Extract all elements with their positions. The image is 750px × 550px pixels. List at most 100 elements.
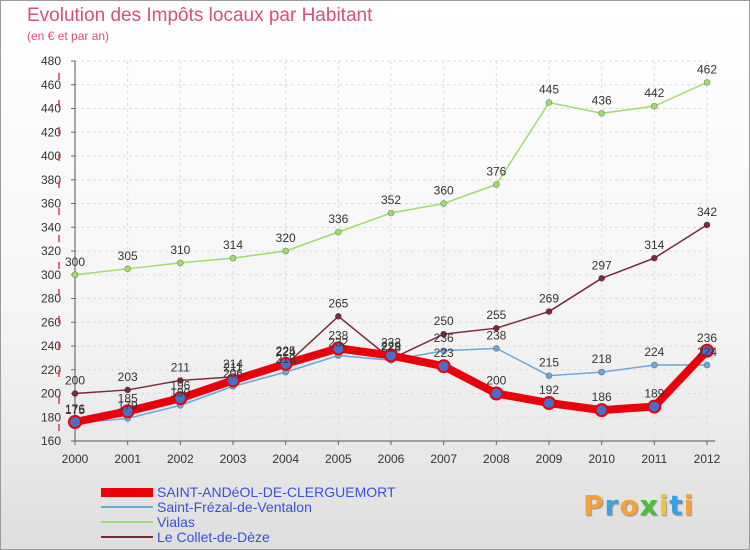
data-label: 255	[486, 308, 506, 322]
y-tick-label: 360	[41, 197, 61, 211]
data-label: 192	[539, 383, 559, 397]
data-label: 186	[592, 390, 612, 404]
data-label: 314	[644, 238, 664, 252]
series-point	[173, 391, 188, 406]
data-label: 376	[486, 165, 506, 179]
y-tick-label: 480	[41, 54, 61, 68]
series-point	[71, 390, 79, 397]
series-point	[68, 415, 82, 429]
data-label: 223	[434, 346, 454, 360]
brand-letter: o	[619, 489, 640, 522]
data-label: 200	[65, 374, 85, 388]
x-tick-label: 2010	[588, 452, 615, 466]
data-label: 269	[539, 292, 559, 306]
y-tick-label: 340	[41, 220, 61, 234]
series-point	[124, 265, 131, 273]
x-tick-label: 2001	[114, 452, 141, 466]
series-point	[651, 361, 658, 369]
data-label: 336	[328, 212, 348, 226]
series-point	[387, 209, 395, 217]
data-label: 229	[381, 339, 401, 353]
data-label: 310	[170, 243, 190, 257]
series-point	[594, 403, 609, 418]
series-point	[177, 377, 184, 384]
series-point	[598, 109, 605, 117]
series-group	[68, 79, 714, 429]
y-tick-label: 380	[41, 173, 61, 187]
data-label: 214	[223, 357, 243, 371]
series-point	[598, 368, 605, 376]
data-labels: 300 305 310 314 320 336 352 360 376 445 436 442 462 2…	[65, 62, 717, 417]
data-label: 436	[592, 93, 612, 107]
series-point	[335, 313, 342, 320]
y-tick-label: 420	[41, 125, 61, 139]
x-tick-label: 2007	[430, 452, 457, 466]
y-tick-label: 300	[41, 268, 61, 282]
data-label: 305	[118, 249, 138, 263]
brand-letter: P	[583, 489, 605, 522]
legend-swatch	[101, 506, 153, 508]
axes: 160 180 200 220 240 260 280 300 320 340 360 380 400 4…	[41, 54, 721, 466]
y-tick-label: 180	[41, 410, 61, 424]
data-label: 265	[328, 296, 348, 310]
brand-letter: t	[669, 489, 684, 522]
series-point	[493, 324, 500, 332]
series-point	[120, 404, 135, 419]
series-point	[703, 79, 711, 86]
data-label: 218	[276, 352, 296, 366]
brand-letter: i	[658, 489, 670, 522]
series-point	[489, 386, 504, 401]
x-tick-label: 2002	[167, 452, 194, 466]
data-label: 320	[276, 231, 296, 245]
x-tick-label: 2012	[694, 452, 721, 466]
data-label: 200	[486, 374, 506, 388]
x-tick-label: 2004	[272, 452, 299, 466]
series-point	[598, 275, 605, 282]
series-point	[493, 181, 500, 188]
y-tick-label: 280	[41, 292, 61, 306]
series-point	[229, 254, 237, 262]
series-point	[226, 373, 240, 388]
series-point	[700, 343, 714, 358]
series-point	[177, 259, 184, 267]
series-point	[493, 345, 500, 352]
data-label: 360	[434, 184, 454, 198]
data-label: 224	[644, 345, 664, 359]
legend-swatch	[101, 487, 153, 497]
series-point	[651, 254, 658, 262]
series-point	[545, 308, 553, 315]
data-label: 176	[65, 402, 85, 416]
x-tick-label: 2009	[536, 452, 563, 466]
data-label: 342	[697, 205, 717, 219]
data-label: 442	[644, 86, 664, 100]
series-point	[335, 228, 342, 236]
x-tick-label: 2000	[62, 452, 89, 466]
series-point	[542, 396, 556, 410]
series-point	[384, 348, 398, 363]
series-point	[545, 99, 553, 106]
legend-label: Vialas	[157, 514, 195, 530]
data-label: 314	[223, 238, 243, 252]
y-tick-label: 440	[41, 102, 61, 116]
series-point	[282, 247, 289, 255]
data-label: 236	[434, 331, 454, 345]
data-label: 175	[65, 403, 85, 417]
legend-swatch	[101, 536, 153, 538]
data-label: 215	[539, 356, 559, 370]
series-point	[545, 372, 553, 379]
x-tick-label: 2003	[220, 452, 247, 466]
data-label: 462	[697, 62, 717, 76]
legend-label: Le Collet-de-Dèze	[157, 529, 270, 545]
y-tick-label: 460	[41, 78, 61, 92]
data-label: 232	[381, 336, 401, 350]
chart-subtitle: (en € et par an)	[27, 29, 110, 43]
brand-letter: i	[683, 489, 695, 522]
chart-title: Evolution des Impôts locaux par Habitant	[27, 5, 373, 26]
data-label: 218	[592, 352, 612, 366]
series-point	[278, 356, 293, 371]
data-label: 224	[697, 345, 717, 359]
data-label: 211	[171, 360, 190, 374]
data-label: 300	[65, 255, 85, 269]
y-tick-label: 200	[41, 387, 61, 401]
